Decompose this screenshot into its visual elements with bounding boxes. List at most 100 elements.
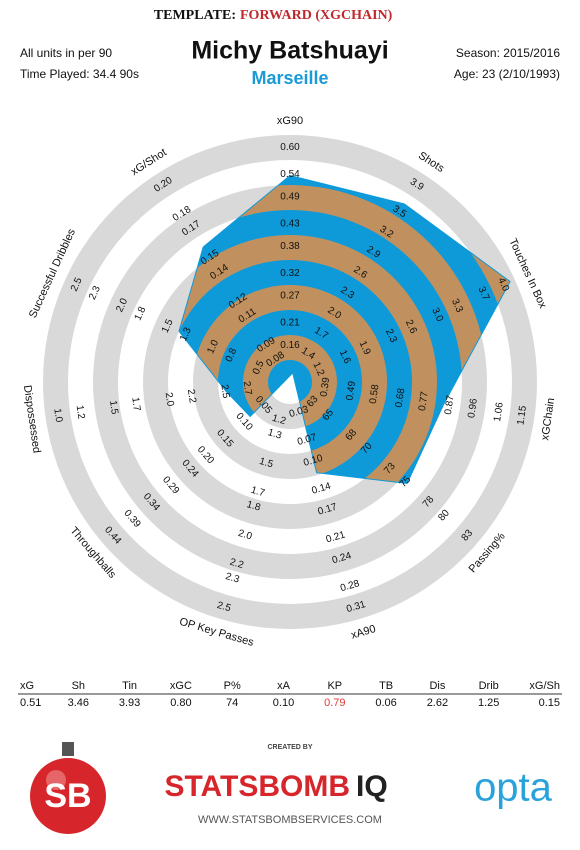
tick-label: 1.06 xyxy=(492,401,506,422)
created-by: CREATED BY xyxy=(268,744,313,751)
player-polygon xyxy=(178,174,511,485)
partner: opta xyxy=(474,766,553,810)
tick-label: 1.2 xyxy=(271,413,288,428)
stat-value: 0.10 xyxy=(273,697,294,709)
template-label: TEMPLATE: xyxy=(154,8,236,23)
tick-label: 2.0 xyxy=(114,296,130,314)
stat-value: 0.79 xyxy=(324,697,345,709)
tick-label: 0.43 xyxy=(280,219,300,230)
tick-label: 1.15 xyxy=(515,405,529,426)
axis-label: xG90 xyxy=(277,115,303,127)
player-name: Michy Batshuayi xyxy=(191,37,388,65)
tick-label: 0.10 xyxy=(302,453,324,469)
tick-label: 0.38 xyxy=(280,241,300,252)
stat-header: Sh xyxy=(72,680,85,692)
age: Age: 23 (2/10/1993) xyxy=(454,67,560,81)
time-played: Time Played: 34.4 90s xyxy=(20,67,139,81)
units: All units in per 90 xyxy=(20,46,112,60)
tick-label: 0.54 xyxy=(280,169,300,180)
stat-header: xGC xyxy=(170,680,192,692)
axis-label: xA90 xyxy=(350,623,377,642)
tick-label: 2.7 xyxy=(241,381,254,397)
tick-label: 1.7 xyxy=(249,485,266,500)
tick-label: 2.6 xyxy=(403,318,419,336)
tick-label: 2.3 xyxy=(383,327,399,345)
tick-label: 3.0 xyxy=(429,306,445,324)
tick-label: 1.3 xyxy=(266,427,283,442)
tick-label: 1.3 xyxy=(178,325,194,343)
tick-label: 2.5 xyxy=(69,276,85,294)
stat-header: xG xyxy=(20,680,34,692)
tick-label: 1.0 xyxy=(51,408,64,424)
tick-label: 0.49 xyxy=(345,380,359,401)
tick-label: 2.0 xyxy=(163,392,176,408)
axis-label: Dispossessed xyxy=(21,384,43,453)
stat-value: 3.46 xyxy=(68,697,89,709)
stat-value: 2.62 xyxy=(427,697,448,709)
tick-label: 2.5 xyxy=(218,384,231,400)
tick-label: 0.21 xyxy=(280,318,300,329)
tick-label: 4.0 xyxy=(495,276,511,294)
team: Marseille xyxy=(251,68,328,88)
tick-label: 0.16 xyxy=(280,340,300,351)
tick-label: 2.5 xyxy=(216,600,233,615)
stat-value: 0.06 xyxy=(375,697,396,709)
tick-label: 3.3 xyxy=(449,297,465,315)
tick-label: 1.5 xyxy=(258,456,275,471)
tick-label: 2.2 xyxy=(185,389,198,405)
tick-label: 1.9 xyxy=(357,339,373,357)
tick-label: 1.8 xyxy=(133,305,149,323)
tick-label: 1.0 xyxy=(205,338,221,356)
axis-label: xGChain xyxy=(539,397,557,441)
tick-label: 0.31 xyxy=(345,599,367,615)
tick-label: 0.17 xyxy=(317,501,339,517)
stat-header: TB xyxy=(379,680,393,692)
tick-label: 2.3 xyxy=(87,284,103,302)
stat-header: xA xyxy=(277,680,291,692)
stat-header: KP xyxy=(327,680,342,692)
stat-header: Dis xyxy=(429,680,445,692)
season: Season: 2015/2016 xyxy=(456,46,560,60)
tick-label: 0.39 xyxy=(319,376,333,397)
url: WWW.STATSBOMBSERVICES.COM xyxy=(198,814,382,826)
tick-label: 0.21 xyxy=(325,529,347,545)
tick-label: 0.24 xyxy=(331,550,353,566)
axis-label: Shots xyxy=(416,150,447,176)
tick-label: 0.07 xyxy=(296,432,318,448)
tick-label: 1.5 xyxy=(107,400,120,416)
tick-label: 0.96 xyxy=(466,397,480,418)
tick-label: 2.2 xyxy=(228,557,245,572)
stat-header: Tin xyxy=(122,680,137,692)
sb-logo xyxy=(30,742,106,834)
template: FORWARD (XGCHAIN) xyxy=(240,8,393,23)
tick-label: 0.27 xyxy=(280,291,300,302)
tick-label: 0.14 xyxy=(310,481,332,497)
stat-value: 0.80 xyxy=(170,697,191,709)
tick-label: 0.60 xyxy=(280,142,300,153)
tick-label: 1.5 xyxy=(160,317,176,335)
tick-label: 1.2 xyxy=(74,405,87,421)
stat-header: Drib xyxy=(479,680,499,692)
tick-label: 2.3 xyxy=(224,571,241,586)
tick-label: 1.7 xyxy=(129,397,142,413)
brand: STATSBOMB xyxy=(164,770,350,803)
tick-label: 0.58 xyxy=(368,383,382,404)
stat-value: 74 xyxy=(226,697,238,709)
sb-logo-text: SB xyxy=(44,777,91,815)
brand-iq: IQ xyxy=(356,770,388,803)
tick-label: 0.87 xyxy=(443,394,457,415)
tick-label: 0.32 xyxy=(280,268,300,279)
stat-value: 3.93 xyxy=(119,697,140,709)
tick-label: 1.8 xyxy=(245,499,262,514)
stat-value: 0.51 xyxy=(20,697,41,709)
stat-value: 1.25 xyxy=(478,697,499,709)
stat-header: xG/Sh xyxy=(529,680,560,692)
tick-label: 0.77 xyxy=(417,390,431,411)
tick-label: 0.8 xyxy=(224,346,240,364)
tick-label: 0.68 xyxy=(394,387,408,408)
stat-header: P% xyxy=(224,680,241,692)
tick-label: 0.03 xyxy=(288,404,310,420)
tick-label: 1.2 xyxy=(310,360,326,378)
tick-label: 1.6 xyxy=(337,348,353,366)
